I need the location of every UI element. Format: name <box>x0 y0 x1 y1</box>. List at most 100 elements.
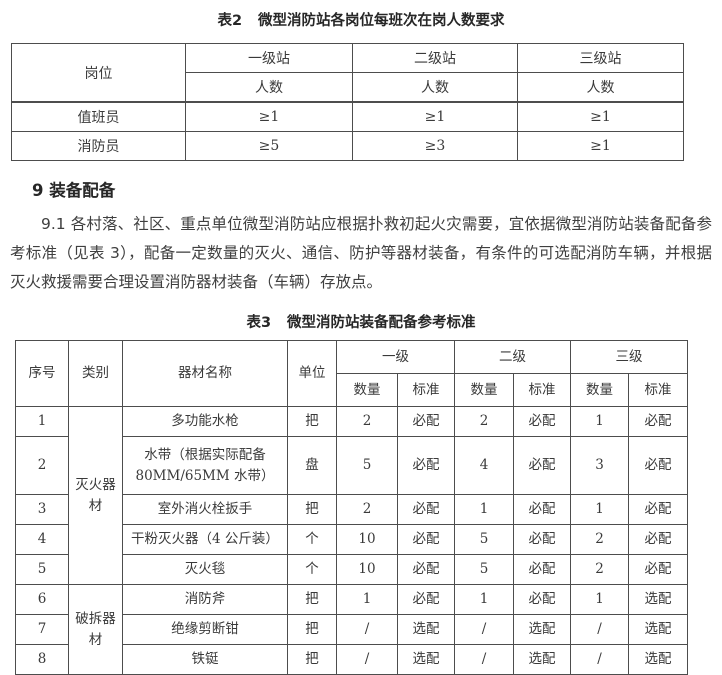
level-header-3: 三级 <box>570 340 688 374</box>
section-paragraph: 9.1 各村落、社区、重点单位微型消防站应根据扑救初起火灾需要，宜依据微型消防站… <box>10 215 712 291</box>
std-header: 标准 <box>513 373 571 407</box>
std-cell: 必配 <box>397 524 455 555</box>
value-cell: ≥1 <box>517 131 684 161</box>
table2: 岗位 一级站 二级站 三级站 人数 人数 人数 值班员 ≥1 ≥1 ≥1 消防员… <box>11 43 684 161</box>
qty-cell: 1 <box>570 494 629 525</box>
equipment-name-cell: 干粉灭火器（4 公斤装） <box>122 524 288 555</box>
qty-cell: 1 <box>570 584 629 615</box>
qty-cell: 1 <box>454 584 514 615</box>
headcount-header: 人数 <box>185 72 353 103</box>
unit-cell: 把 <box>287 644 337 675</box>
table-row: 6 破拆器材 消防斧 把 1 必配 1 必配 1 选配 <box>15 584 688 675</box>
qty-cell: 5 <box>336 436 398 495</box>
std-cell: 必配 <box>628 406 688 437</box>
qty-cell: 2 <box>570 524 629 555</box>
equipment-name-cell: 铁铤 <box>122 644 288 675</box>
table3-caption-label: 表3 <box>246 315 272 331</box>
table-row: 2 水带（根据实际配备 80MM/65MM 水带） 盘 5 必配 4 必配 3 … <box>15 436 688 495</box>
equipment-name-cell: 灭火毯 <box>122 554 288 585</box>
qty-cell: / <box>336 644 398 675</box>
std-cell: 必配 <box>397 494 455 525</box>
post-column-header: 岗位 <box>11 43 186 103</box>
unit-cell: 把 <box>287 406 337 437</box>
section-heading: 9 装备配备 <box>32 181 116 200</box>
level-header-1: 一级 <box>336 340 455 374</box>
station-header-level2: 二级站 <box>352 43 518 73</box>
std-cell: 必配 <box>397 406 455 437</box>
unit-header: 单位 <box>287 340 337 407</box>
std-cell: 必配 <box>513 584 571 615</box>
seq-cell: 4 <box>15 524 69 555</box>
qty-cell: / <box>570 644 629 675</box>
table2-caption: 表2 微型消防站各岗位每班次在岗人数要求 <box>0 0 722 30</box>
value-cell: ≥1 <box>185 101 353 132</box>
level-header-2: 二级 <box>454 340 571 374</box>
equipment-name-header: 器材名称 <box>122 340 288 407</box>
std-cell: 选配 <box>628 614 688 645</box>
seq-cell: 1 <box>15 406 69 437</box>
std-cell: 必配 <box>628 494 688 525</box>
std-cell: 必配 <box>513 406 571 437</box>
station-header-level3: 三级站 <box>517 43 684 73</box>
unit-cell: 把 <box>287 614 337 645</box>
unit-cell: 把 <box>287 584 337 615</box>
std-header: 标准 <box>628 373 688 407</box>
value-cell: ≥1 <box>352 101 518 132</box>
std-cell: 必配 <box>628 436 688 495</box>
unit-cell: 个 <box>287 554 337 585</box>
equipment-name-cell: 水带（根据实际配备 80MM/65MM 水带） <box>122 436 288 495</box>
qty-cell: / <box>570 614 629 645</box>
post-cell: 消防员 <box>11 131 186 161</box>
seq-cell: 6 <box>15 584 69 615</box>
qty-cell: 5 <box>454 524 514 555</box>
table-row: 4 干粉灭火器（4 公斤装） 个 10 必配 5 必配 2 必配 <box>15 524 688 555</box>
qty-cell: / <box>336 614 398 645</box>
std-cell: 选配 <box>397 644 455 675</box>
qty-cell: 1 <box>570 406 629 437</box>
seq-cell: 7 <box>15 614 69 645</box>
station-header-level1: 一级站 <box>185 43 353 73</box>
table-row: 3 室外消火栓扳手 把 2 必配 1 必配 1 必配 <box>15 494 688 525</box>
table2-header-row-2: 人数 人数 人数 <box>12 72 684 103</box>
qty-cell: 1 <box>454 494 514 525</box>
table2-row-duty-officer: 值班员 ≥1 ≥1 ≥1 <box>11 101 684 132</box>
table-row: 7 绝缘剪断钳 把 / 选配 / 选配 / 选配 <box>15 614 688 645</box>
std-cell: 必配 <box>513 436 571 495</box>
seq-cell: 3 <box>15 494 69 525</box>
unit-cell: 把 <box>287 494 337 525</box>
std-cell: 必配 <box>397 584 455 615</box>
seq-cell: 8 <box>15 644 69 675</box>
equipment-name-cell: 绝缘剪断钳 <box>122 614 288 645</box>
qty-cell: 2 <box>336 494 398 525</box>
table3-header-row-1: 序号 类别 器材名称 单位 一级 二级 三级 <box>15 340 688 407</box>
value-cell: ≥1 <box>517 101 684 132</box>
unit-cell: 个 <box>287 524 337 555</box>
qty-cell: 10 <box>336 554 398 585</box>
table3: 序号 类别 器材名称 单位 一级 二级 三级 数量 标准 数量 标准 数量 标准… <box>15 340 688 675</box>
category-header: 类别 <box>68 340 123 407</box>
value-cell: ≥5 <box>185 131 353 161</box>
table-row: 1 灭火器材 多功能水枪 把 2 必配 2 必配 1 必配 <box>15 406 688 585</box>
table3-caption-text: 微型消防站装备配备参考标准 <box>287 315 476 331</box>
table2-header-row-1: 岗位 一级站 二级站 三级站 <box>11 43 684 103</box>
qty-cell: 2 <box>454 406 514 437</box>
seq-cell: 5 <box>15 554 69 585</box>
headcount-header: 人数 <box>517 72 684 103</box>
qty-cell: 4 <box>454 436 514 495</box>
std-cell: 选配 <box>513 644 571 675</box>
std-cell: 选配 <box>628 644 688 675</box>
table2-row-firefighter: 消防员 ≥5 ≥3 ≥1 <box>11 131 684 161</box>
equipment-name-cell: 室外消火栓扳手 <box>122 494 288 525</box>
table2-caption-label: 表2 <box>217 13 243 29</box>
seq-header: 序号 <box>15 340 69 407</box>
category-cell-forcible-entry: 破拆器材 <box>68 584 123 675</box>
qty-cell: 3 <box>570 436 629 495</box>
post-cell: 值班员 <box>11 101 186 132</box>
std-cell: 必配 <box>513 554 571 585</box>
table3-caption: 表3 微型消防站装备配备参考标准 <box>0 311 722 332</box>
qty-header: 数量 <box>336 373 398 407</box>
qty-cell: 1 <box>336 584 398 615</box>
std-cell: 必配 <box>513 524 571 555</box>
std-cell: 必配 <box>397 554 455 585</box>
